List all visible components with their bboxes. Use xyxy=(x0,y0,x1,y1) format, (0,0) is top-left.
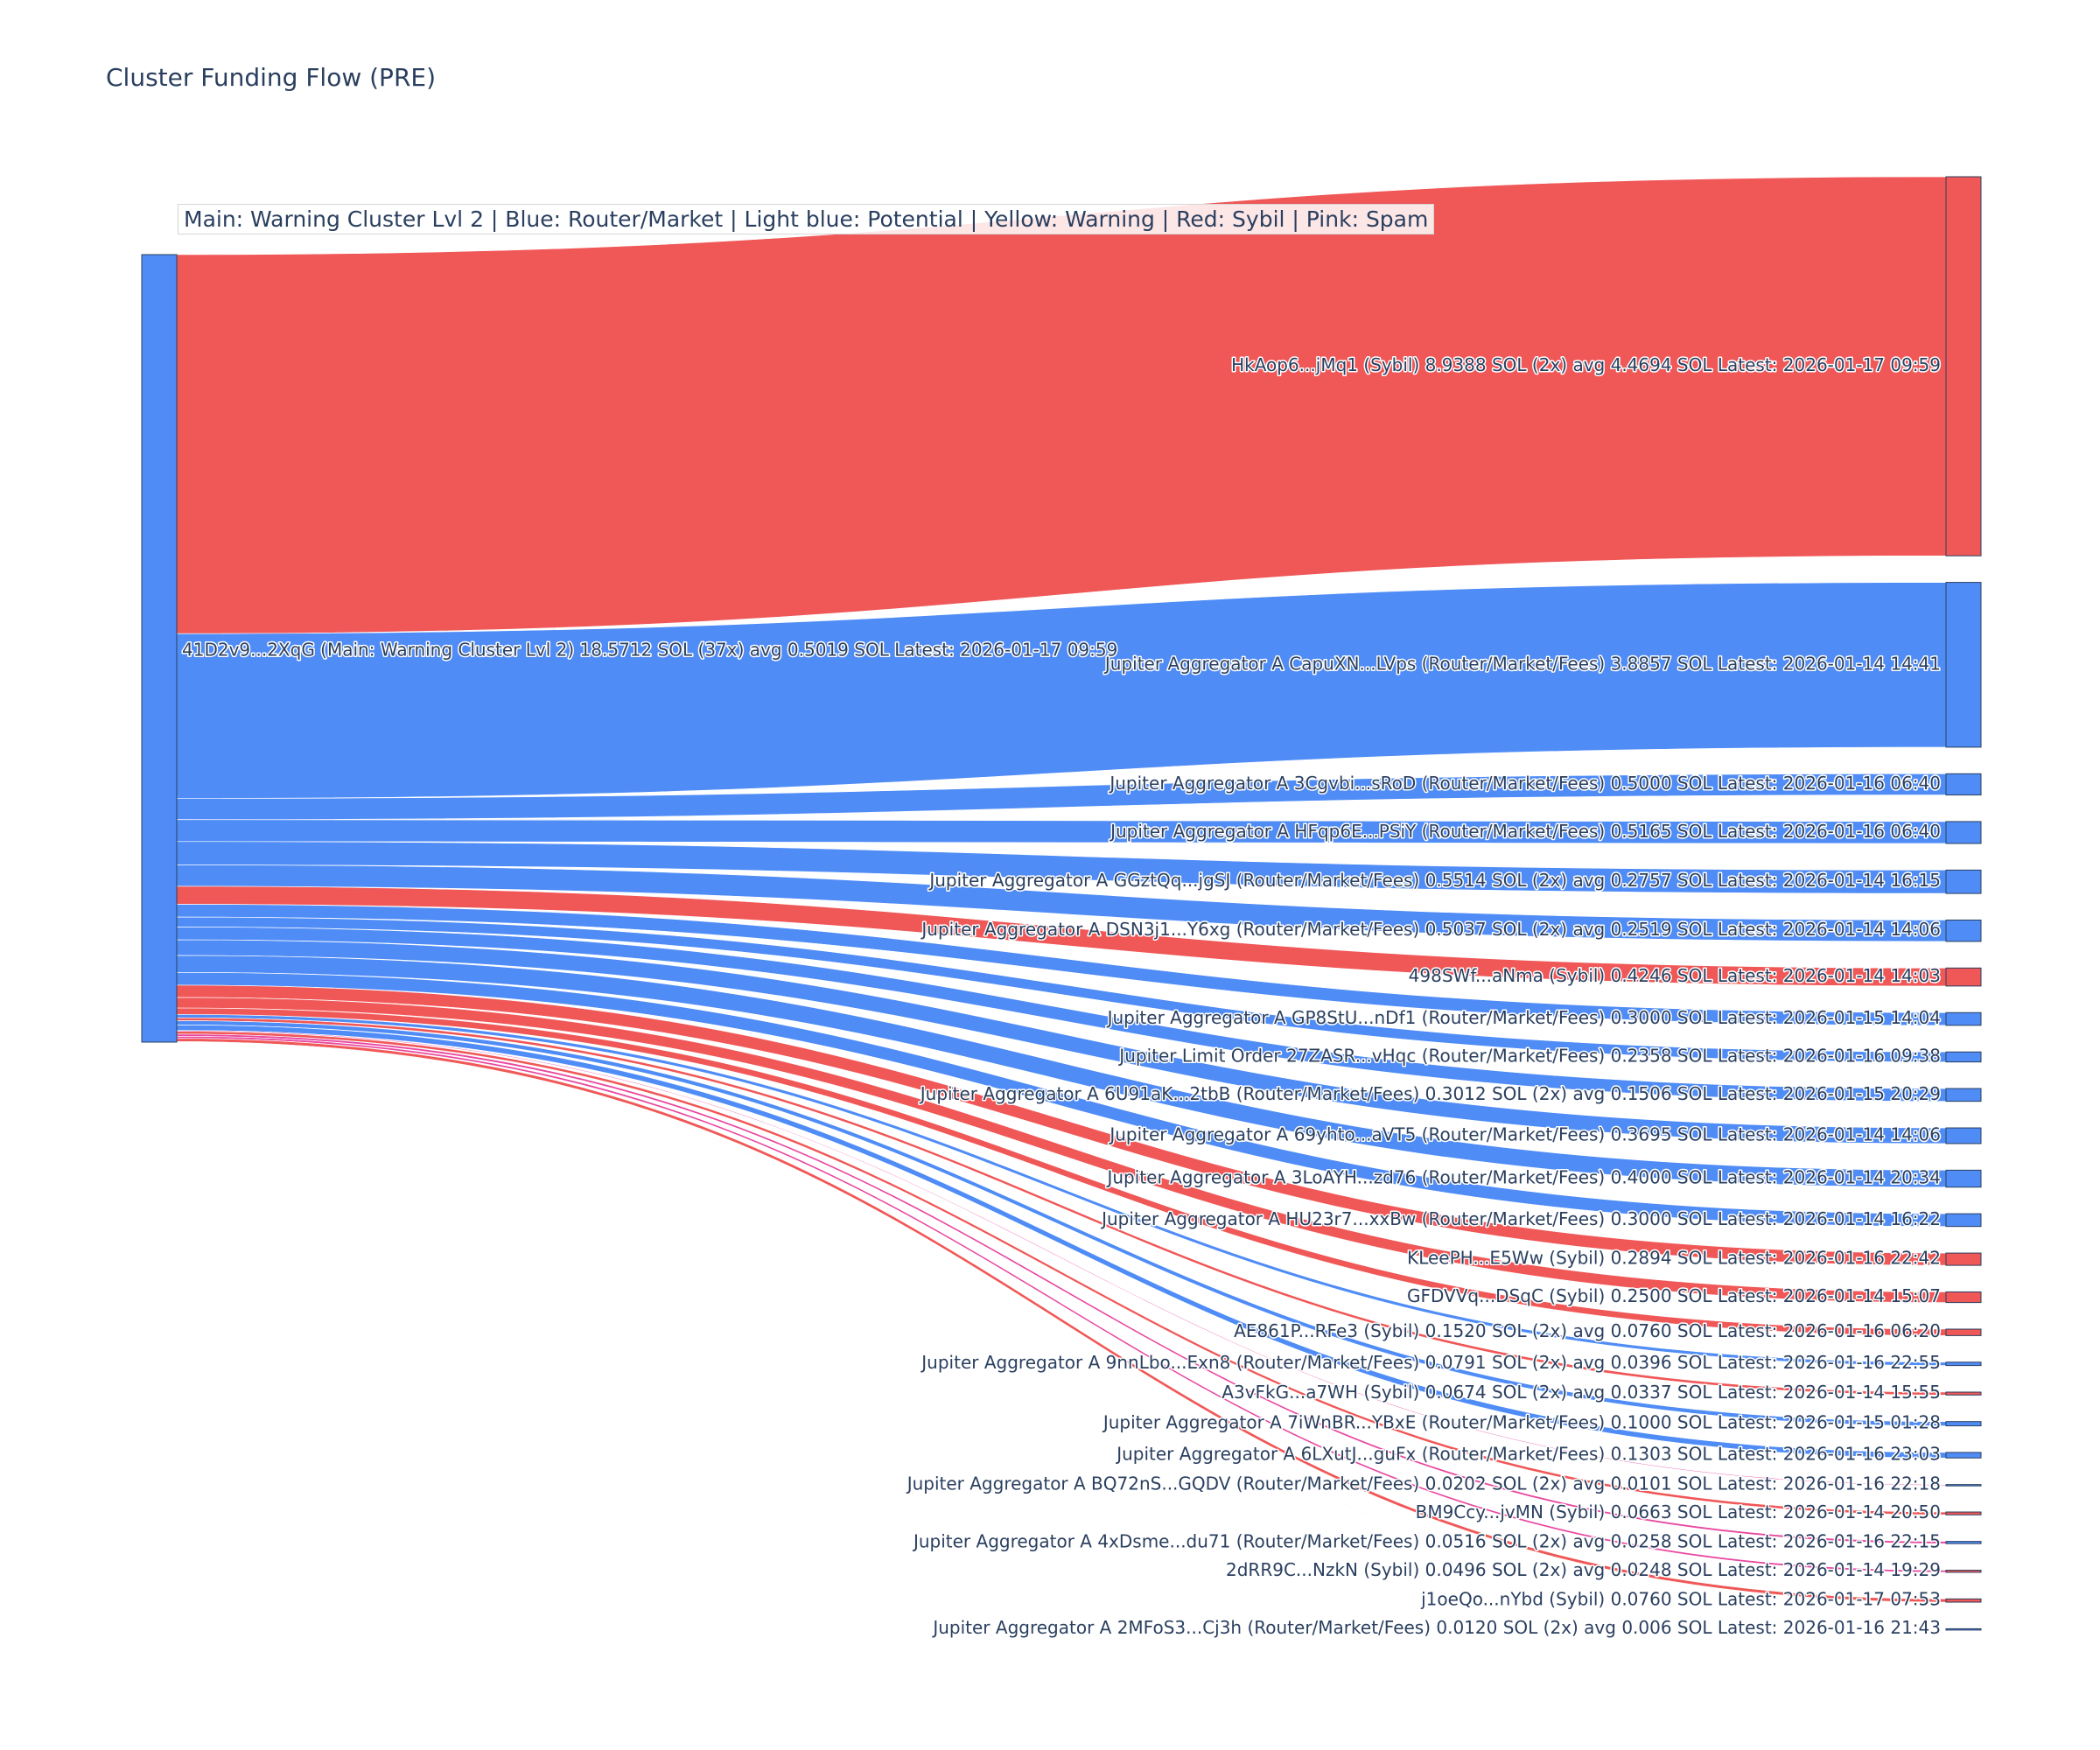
target-node-12 xyxy=(1945,1213,1982,1228)
target-node-17 xyxy=(1945,1391,1982,1396)
target-node-21 xyxy=(1945,1511,1982,1516)
target-node-18 xyxy=(1945,1421,1982,1427)
target-node-label-24: j1oeQo...nYbd (Sybil) 0.0760 SOL Latest:… xyxy=(1420,1589,1941,1610)
target-node-label-25: Jupiter Aggregator A 2MFoS3...Cj3h (Rout… xyxy=(931,1617,1941,1638)
target-node-3 xyxy=(1945,821,1982,844)
target-node-label-3: Jupiter Aggregator A HFqp6E...PSiY (Rout… xyxy=(1109,821,1941,842)
target-node-4 xyxy=(1945,869,1982,894)
target-node-label-7: Jupiter Aggregator A GP8StU...nDf1 (Rout… xyxy=(1106,1007,1941,1028)
chart-title: Cluster Funding Flow (PRE) xyxy=(106,63,437,92)
target-node-23 xyxy=(1945,1570,1982,1573)
target-node-label-20: Jupiter Aggregator A BQ72nS...GQDV (Rout… xyxy=(906,1474,1941,1494)
target-node-25 xyxy=(1945,1628,1982,1631)
labels-group: 41D2v9...2XqG (Main: Warning Cluster Lvl… xyxy=(181,354,1942,1640)
nodes-group xyxy=(141,176,1982,1631)
target-node-10 xyxy=(1945,1127,1982,1144)
target-node-label-12: Jupiter Aggregator A HU23r7...xxBw (Rout… xyxy=(1100,1208,1941,1229)
target-node-15 xyxy=(1945,1328,1982,1336)
legend-caption: Main: Warning Cluster Lvl 2 | Blue: Rout… xyxy=(178,204,1435,234)
target-node-label-18: Jupiter Aggregator A 7iWnBR...YBxE (Rout… xyxy=(1102,1412,1941,1433)
target-node-label-11: Jupiter Aggregator A 3LoAYH...zd76 (Rout… xyxy=(1105,1167,1941,1188)
target-node-label-1: Jupiter Aggregator A CapuXN...LVps (Rout… xyxy=(1103,653,1941,674)
target-node-1 xyxy=(1945,582,1982,748)
target-node-label-21: BM9Ccy...jvMN (Sybil) 0.0663 SOL Latest:… xyxy=(1416,1502,1941,1522)
target-node-20 xyxy=(1945,1484,1982,1487)
target-node-label-14: GFDVVq...DSqC (Sybil) 0.2500 SOL Latest:… xyxy=(1407,1285,1941,1306)
target-node-19 xyxy=(1945,1452,1982,1459)
links-group xyxy=(176,176,1947,1630)
target-node-label-2: Jupiter Aggregator A 3Cgvbi...sRoD (Rout… xyxy=(1108,773,1941,794)
target-node-label-4: Jupiter Aggregator A GGztQq...jgSJ (Rout… xyxy=(928,870,1941,891)
target-node-24 xyxy=(1945,1598,1982,1603)
target-node-6 xyxy=(1945,967,1982,987)
target-node-label-19: Jupiter Aggregator A 6LXutJ...guFx (Rout… xyxy=(1115,1444,1941,1465)
target-node-label-13: KLeePH...E5Ww (Sybil) 0.2894 SOL Latest:… xyxy=(1407,1248,1941,1269)
flow-link-0 xyxy=(176,176,1947,634)
target-node-2 xyxy=(1945,773,1982,796)
target-node-label-8: Jupiter Limit Order 27ZASR...vHqc (Route… xyxy=(1117,1045,1941,1066)
target-node-9 xyxy=(1945,1088,1982,1102)
target-node-label-16: Jupiter Aggregator A 9nnLbo...Exn8 (Rout… xyxy=(920,1352,1941,1373)
target-node-14 xyxy=(1945,1291,1982,1304)
source-node xyxy=(141,254,178,1043)
target-node-16 xyxy=(1945,1362,1982,1367)
target-node-11 xyxy=(1945,1169,1982,1188)
target-node-label-10: Jupiter Aggregator A 69yhto...aVT5 (Rout… xyxy=(1108,1124,1941,1144)
target-node-8 xyxy=(1945,1051,1982,1063)
target-node-7 xyxy=(1945,1012,1982,1026)
target-node-label-5: Jupiter Aggregator A DSN3j1...Y6xg (Rout… xyxy=(920,919,1941,940)
target-node-label-15: AE861P...RFe3 (Sybil) 0.1520 SOL (2x) av… xyxy=(1234,1320,1941,1341)
target-node-label-6: 498SWf...aNma (Sybil) 0.4246 SOL Latest:… xyxy=(1409,965,1941,986)
target-node-label-9: Jupiter Aggregator A 6U91aK...2tbB (Rout… xyxy=(919,1083,1941,1104)
target-node-22 xyxy=(1945,1541,1982,1544)
target-node-label-22: Jupiter Aggregator A 4xDsme...du71 (Rout… xyxy=(912,1530,1941,1551)
target-node-label-23: 2dRR9C...NzkN (Sybil) 0.0496 SOL (2x) av… xyxy=(1226,1559,1941,1580)
target-node-13 xyxy=(1945,1252,1982,1266)
target-node-0 xyxy=(1945,176,1982,556)
target-node-5 xyxy=(1945,919,1982,942)
target-node-label-17: A3vFkG...a7WH (Sybil) 0.0674 SOL (2x) av… xyxy=(1222,1382,1941,1403)
source-node-label: 41D2v9...2XqG (Main: Warning Cluster Lvl… xyxy=(182,640,1117,661)
target-node-label-0: HkAop6...jMq1 (Sybil) 8.9388 SOL (2x) av… xyxy=(1231,354,1941,375)
